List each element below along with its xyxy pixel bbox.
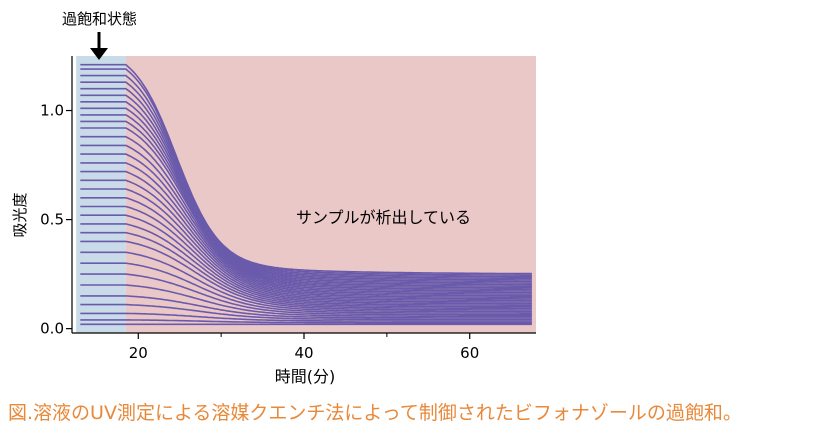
x-tick-label-1: 40	[294, 344, 313, 362]
y-axis-label: 吸光度	[11, 192, 29, 237]
chart-series	[80, 63, 532, 326]
series-line-4	[80, 87, 532, 281]
series-line-5	[80, 94, 532, 283]
y-tick-label-0: 0.0	[40, 320, 64, 338]
series-line-2	[80, 74, 532, 278]
series-line-30	[80, 312, 532, 322]
series-line-6	[80, 101, 532, 284]
series-line-25	[80, 262, 532, 314]
figure-caption-line2	[8, 424, 808, 445]
series-line-11	[80, 135, 532, 292]
series-line-15	[80, 170, 532, 299]
series-line-0	[80, 63, 532, 275]
annotation-precipitating: サンプルが析出している	[296, 208, 471, 227]
series-line-12	[80, 144, 532, 294]
absorbance-chart: 20 40 60 0.0 0.5 1.0 吸光度 時間(分) 過飽和状態 サンプルが析出し…	[11, 10, 536, 386]
series-line-9	[80, 120, 532, 289]
y-tick-label-2: 1.0	[40, 102, 64, 120]
series-line-27	[80, 284, 532, 318]
series-line-3	[80, 81, 532, 280]
series-line-21	[80, 223, 532, 308]
series-line-18	[80, 197, 532, 303]
x-tick-label-0: 20	[129, 344, 148, 362]
series-line-17	[80, 188, 532, 302]
x-axis-label: 時間(分)	[275, 367, 336, 386]
series-line-14	[80, 162, 532, 297]
chart-ticks: 20 40 60 0.0 0.5 1.0	[40, 102, 479, 362]
series-line-22	[80, 231, 532, 310]
series-line-7	[80, 107, 532, 286]
series-line-10	[80, 127, 532, 291]
series-line-8	[80, 114, 532, 287]
annotation-supersaturation: 過飽和状態	[62, 10, 137, 28]
series-line-31	[80, 319, 532, 324]
series-line-23	[80, 240, 532, 311]
region-0	[76, 56, 126, 333]
series-line-13	[80, 153, 532, 295]
series-line-19	[80, 205, 532, 305]
x-tick-label-2: 60	[460, 344, 479, 362]
series-line-26	[80, 273, 532, 316]
y-tick-label-1: 0.5	[40, 211, 64, 229]
down-arrow-icon	[90, 32, 108, 60]
figure-caption: 図.溶液のUV測定による溶媒クエンチ法によって制御されたビフォナゾールの過飽和。	[8, 402, 742, 424]
series-line-16	[80, 179, 532, 300]
series-line-24	[80, 251, 532, 313]
series-line-1	[80, 68, 532, 276]
series-line-28	[80, 295, 532, 319]
series-line-20	[80, 214, 532, 306]
series-line-29	[80, 303, 532, 321]
